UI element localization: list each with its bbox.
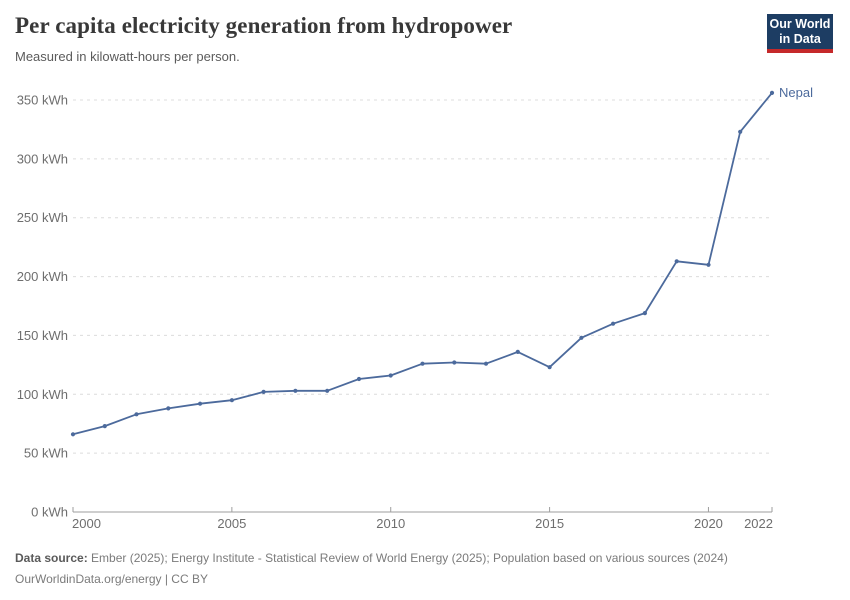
data-point-2021[interactable] [738,129,743,134]
data-point-2012[interactable] [452,360,457,365]
data-point-2006[interactable] [261,389,266,394]
license-line: OurWorldinData.org/energy | CC BY [15,572,208,586]
y-tick-label-300: 300 kWh [17,151,68,166]
x-tick-label-2015: 2015 [535,516,564,531]
data-point-2002[interactable] [134,412,139,417]
line-chart: 0 kWh 50 kWh 100 kWh 150 kWh 200 kWh 250 kWh 3… [0,85,850,535]
data-point-2017[interactable] [611,321,616,326]
data-point-2000[interactable] [70,432,76,437]
data-point-2009[interactable] [356,376,362,382]
owid-logo-line2: in Data [779,32,821,46]
owid-logo[interactable]: Our World in Data [767,14,833,53]
page-title: Per capita electricity generation from h… [15,13,513,38]
x-tick-label-2005: 2005 [217,516,246,531]
x-tick-label-2010: 2010 [376,516,405,531]
y-tick-label-150: 150 kWh [17,328,68,343]
data-point-2022[interactable] [769,90,775,95]
series-end-label[interactable]: Nepal [779,85,813,100]
y-tick-label-50: 50 kWh [24,446,68,461]
data-point-2020[interactable] [706,262,711,267]
data-point-2010[interactable] [388,373,393,378]
data-point-2001[interactable] [102,424,107,429]
data-point-2007[interactable] [293,388,298,393]
data-point-2014[interactable] [515,349,520,354]
data-point-2004[interactable] [198,401,203,406]
data-point-2016[interactable] [579,335,584,340]
data-source-text: Ember (2025); Energy Institute - Statist… [91,551,728,565]
series-line-nepal[interactable] [72,92,773,436]
x-tick-label-2020: 2020 [694,516,723,531]
y-tick-label-0: 0 kWh [31,505,68,520]
data-point-2003[interactable] [166,406,171,411]
owid-logo-line1: Our World [769,17,831,31]
data-point-2005[interactable] [229,398,234,403]
y-tick-label-350: 350 kWh [17,93,68,108]
data-point-2018[interactable] [642,311,648,316]
data-source-line: Data source: Ember (2025); Energy Instit… [15,548,728,569]
data-point-2008[interactable] [325,388,330,393]
x-tick-label-2022: 2022 [744,516,773,531]
y-tick-label-250: 250 kWh [17,210,68,225]
y-tick-label-200: 200 kWh [17,269,68,284]
data-source-label: Data source: [15,551,88,565]
chart-footer: Data source: Ember (2025); Energy Instit… [15,548,728,590]
x-tick-label-2000: 2000 [72,516,101,531]
data-point-2015[interactable] [547,365,552,370]
data-point-2019[interactable] [674,259,679,264]
y-tick-label-100: 100 kWh [17,387,68,402]
data-point-2013[interactable] [483,361,489,366]
chart-subtitle: Measured in kilowatt-hours per person. [15,49,240,64]
chart-canvas: 0 kWh 50 kWh 100 kWh 150 kWh 200 kWh 250 kWh 3… [17,85,813,531]
data-point-2011[interactable] [420,361,425,366]
